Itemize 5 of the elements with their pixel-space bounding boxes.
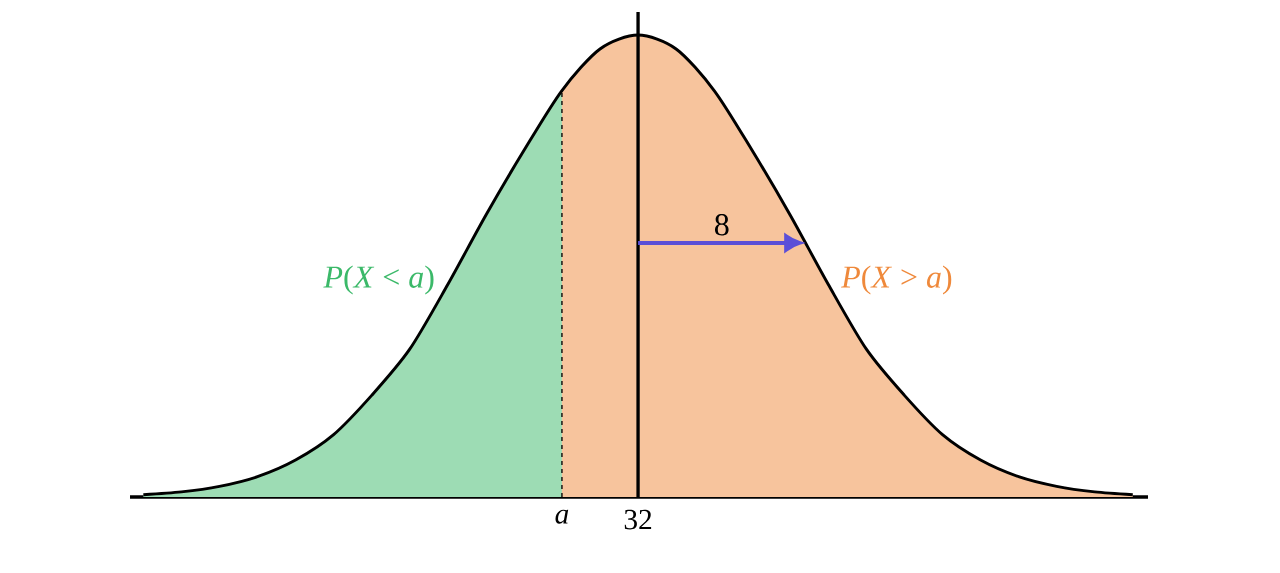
annotation: 8: [714, 213, 729, 236]
x-tick-label: 32: [624, 509, 652, 530]
series-label: P(X > a): [841, 265, 952, 295]
series-label: P(X < a): [323, 265, 434, 295]
x-tick-label: a: [555, 509, 569, 524]
